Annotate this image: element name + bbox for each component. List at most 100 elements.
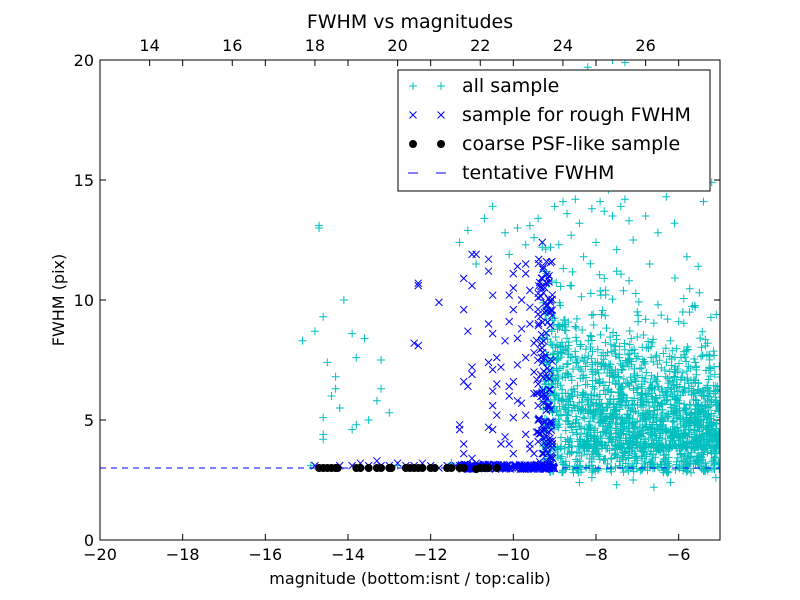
rough-fwhm-point — [546, 321, 555, 330]
all-sample-point — [694, 262, 703, 271]
rough-fwhm-point — [538, 392, 547, 400]
all-sample-point — [680, 429, 689, 438]
top-x-tick-label: 22 — [470, 36, 490, 55]
all-sample-point — [613, 445, 622, 454]
rough-fwhm-point — [539, 367, 548, 375]
all-sample-point — [627, 334, 636, 343]
all-sample-point — [648, 384, 657, 393]
all-sample-point — [639, 448, 648, 457]
all-sample-point — [636, 431, 645, 440]
all-sample-point — [679, 319, 688, 328]
coarse-psf-point — [459, 464, 468, 472]
rough-fwhm-point — [538, 318, 547, 327]
all-sample-point — [664, 409, 673, 418]
all-sample-point — [644, 389, 653, 398]
all-sample-point — [554, 411, 563, 420]
all-sample-point — [668, 417, 677, 426]
rough-fwhm-point — [534, 437, 542, 446]
rough-fwhm-point — [545, 271, 553, 280]
all-sample-point — [661, 344, 670, 353]
all-sample-point — [586, 342, 595, 351]
all-sample-point — [711, 449, 720, 458]
all-sample-point — [670, 426, 679, 435]
rough-fwhm-point — [521, 430, 530, 439]
all-sample-point — [696, 334, 705, 343]
all-sample-point — [682, 437, 691, 446]
all-sample-point — [331, 384, 340, 393]
all-sample-point — [707, 449, 716, 458]
all-sample-point — [678, 387, 687, 396]
rough-fwhm-point — [542, 432, 551, 441]
all-sample-point — [672, 395, 681, 404]
y-tick-label: 5 — [84, 411, 94, 430]
rough-fwhm-point — [509, 305, 518, 314]
all-sample-point — [658, 424, 667, 433]
all-sample-point — [691, 418, 700, 427]
all-sample-point — [581, 345, 590, 354]
rough-fwhm-point — [537, 282, 545, 291]
rough-fwhm-point — [539, 337, 548, 345]
all-sample-point — [686, 410, 695, 419]
top-x-tick-label: 20 — [387, 36, 407, 55]
all-sample-point — [634, 311, 643, 320]
all-sample-point — [567, 442, 576, 451]
rough-fwhm-point — [545, 402, 554, 410]
all-sample-point — [575, 442, 584, 451]
all-sample-point — [581, 390, 590, 399]
rough-fwhm-point — [537, 330, 546, 339]
rough-fwhm-point — [526, 320, 534, 328]
all-sample-point — [625, 340, 634, 349]
all-sample-point — [571, 418, 580, 427]
all-sample-point — [538, 243, 547, 252]
all-sample-point — [665, 367, 674, 376]
all-sample-point — [587, 204, 596, 213]
all-sample-point — [298, 336, 307, 345]
all-sample-point — [659, 457, 668, 466]
all-sample-point — [663, 315, 672, 324]
all-sample-point — [687, 409, 696, 418]
all-sample-point — [699, 197, 708, 206]
all-sample-point — [335, 404, 344, 412]
all-sample-point — [589, 452, 598, 461]
all-sample-point — [598, 407, 607, 416]
rough-fwhm-point — [535, 414, 543, 423]
all-sample-point — [714, 399, 720, 408]
rough-fwhm-point — [530, 339, 538, 348]
all-sample-point — [651, 352, 660, 361]
rough-fwhm-point — [484, 255, 493, 264]
all-sample-point — [690, 417, 699, 426]
all-sample-point — [653, 382, 662, 391]
all-sample-point — [552, 278, 561, 287]
all-sample-point — [686, 419, 695, 428]
rough-fwhm-point — [533, 356, 542, 365]
rough-fwhm-point — [468, 281, 476, 290]
legend-entry-tentative-fwhm: tentative FWHM — [408, 162, 614, 184]
x-tick-label: −10 — [496, 545, 530, 564]
rough-fwhm-point — [501, 432, 509, 441]
all-sample-point — [703, 413, 712, 422]
rough-fwhm-point — [484, 267, 493, 276]
all-sample-point — [615, 397, 624, 406]
all-sample-point — [695, 288, 704, 297]
all-sample-point — [671, 465, 680, 474]
all-sample-point — [712, 310, 720, 319]
rough-fwhm-point — [513, 360, 522, 369]
all-sample-point — [643, 462, 652, 471]
all-sample-point — [663, 463, 672, 472]
rough-fwhm-point — [464, 382, 472, 391]
all-sample-point — [649, 440, 658, 449]
all-sample-point — [578, 388, 587, 397]
all-sample-point — [541, 245, 550, 254]
x-tick-label: −16 — [248, 545, 282, 564]
legend-dot-marker — [437, 140, 445, 148]
all-sample-point — [703, 339, 712, 348]
all-sample-point — [671, 402, 680, 411]
all-sample-point — [709, 347, 718, 356]
all-sample-point — [599, 416, 608, 425]
all-sample-point — [598, 403, 607, 412]
all-sample-point — [617, 397, 626, 406]
all-sample-point — [670, 372, 679, 381]
all-sample-point — [572, 415, 581, 424]
all-sample-point — [622, 422, 631, 431]
all-sample-point — [577, 367, 586, 376]
